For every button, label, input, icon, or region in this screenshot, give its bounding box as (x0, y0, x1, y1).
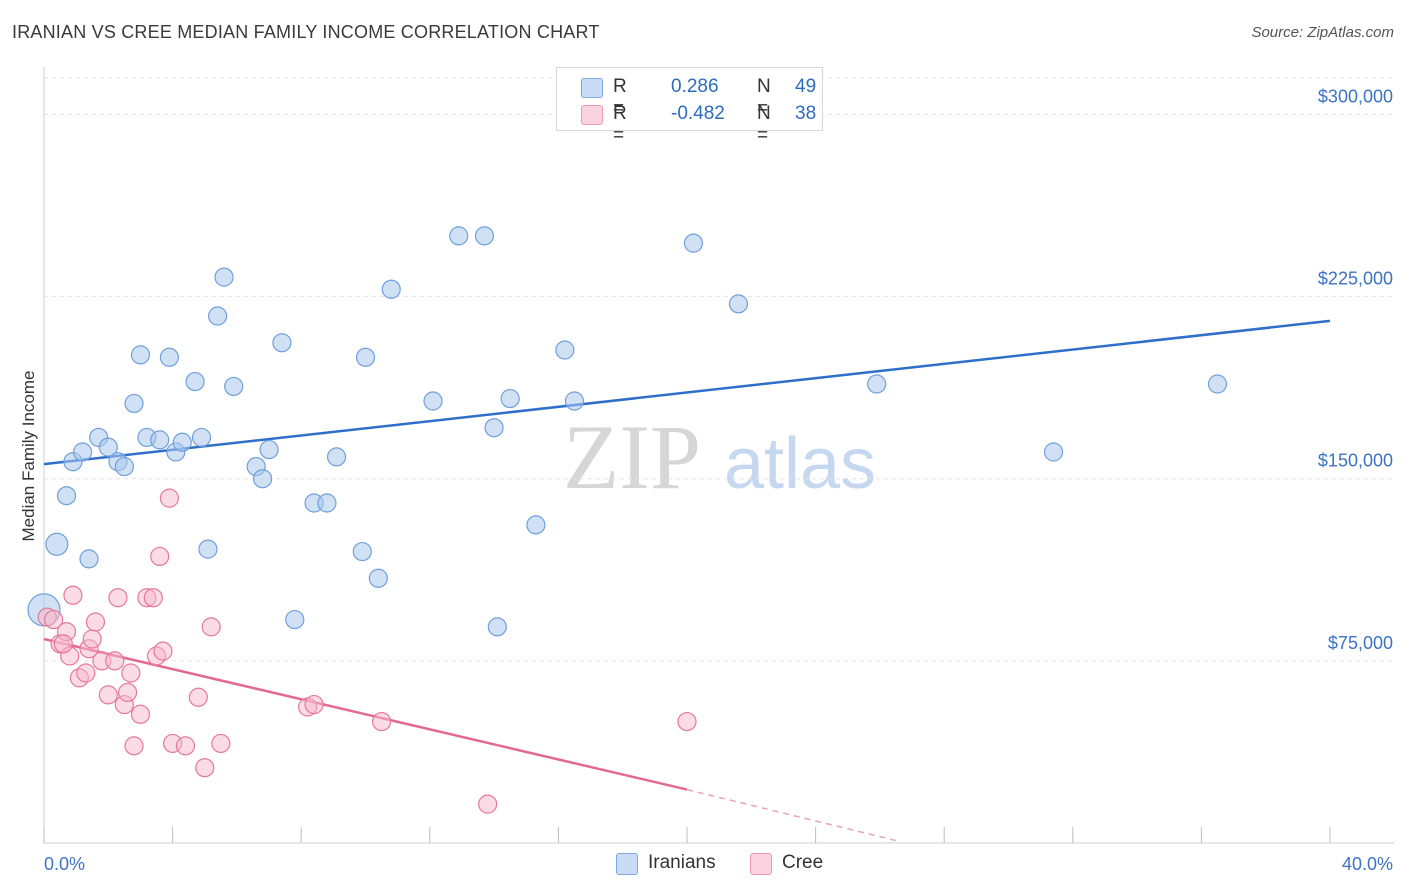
point-iranians (124, 393, 144, 414)
point-iranians (130, 345, 151, 365)
point-iranians (526, 515, 546, 535)
point-iranians (867, 374, 887, 394)
point-iranians (45, 532, 69, 556)
legend-n-label: N = (757, 76, 771, 119)
bottom-legend-label-iranians: Iranians (648, 852, 716, 873)
point-cree (153, 641, 173, 661)
point-iranians (683, 233, 704, 253)
point-iranians (326, 447, 347, 467)
point-cree (82, 629, 102, 649)
legend-swatch-iranians (581, 78, 603, 98)
legend-r-label: R = (613, 103, 627, 146)
point-iranians (208, 306, 228, 326)
x-tick-label: 40.0% (1342, 854, 1393, 874)
point-cree (478, 794, 498, 814)
point-iranians (259, 439, 279, 460)
point-cree (76, 663, 96, 683)
trend-line-extension-cree (686, 788, 897, 842)
source-label: Source: ZipAtlas.com (1251, 24, 1394, 41)
point-iranians (449, 226, 469, 246)
point-iranians (114, 456, 134, 477)
point-iranians (564, 391, 585, 411)
point-cree (150, 546, 170, 567)
point-cree (201, 617, 221, 637)
point-iranians (285, 609, 305, 630)
legend-r-value: 0.286 (671, 76, 719, 97)
y-tick-label: $150,000 (1318, 451, 1393, 471)
point-cree (124, 736, 144, 756)
point-iranians (56, 486, 77, 506)
point-iranians (355, 347, 376, 367)
point-cree (105, 651, 125, 671)
point-iranians (317, 493, 337, 513)
point-cree (85, 612, 106, 632)
point-cree (108, 588, 128, 608)
y-tick-label: $300,000 (1318, 86, 1393, 106)
trend-line-iranians (43, 319, 1331, 466)
point-cree (98, 685, 118, 705)
point-iranians (150, 430, 170, 450)
legend-n-value: 49 (795, 76, 817, 97)
chart-title: IRANIAN VS CREE MEDIAN FAMILY INCOME COR… (12, 22, 600, 42)
point-iranians (185, 371, 205, 392)
point-cree (211, 733, 231, 754)
point-cree (117, 682, 138, 703)
point-cree (143, 588, 163, 608)
y-tick-label: $75,000 (1328, 633, 1393, 653)
point-iranians (484, 418, 504, 438)
point-cree (195, 758, 215, 778)
point-iranians (487, 617, 507, 637)
point-iranians (172, 432, 192, 452)
watermark-zip: ZIP (563, 406, 701, 508)
legend-swatch-cree (581, 105, 603, 125)
point-iranians (555, 340, 575, 360)
point-iranians (191, 427, 212, 448)
point-cree (63, 585, 83, 605)
point-iranians (79, 549, 99, 569)
point-cree (130, 704, 151, 724)
point-cree (304, 694, 324, 715)
x-tick-label: 0.0% (44, 854, 85, 874)
point-iranians (272, 333, 292, 353)
point-iranians (381, 279, 401, 299)
bottom-legend-swatch-iranians (616, 853, 638, 875)
watermark-atlas: atlas (724, 424, 876, 504)
bottom-legend-swatch-cree (750, 853, 772, 875)
point-iranians (198, 539, 218, 559)
point-cree (53, 634, 73, 654)
point-iranians (1207, 374, 1228, 394)
point-iranians (159, 347, 179, 367)
point-iranians (72, 442, 93, 462)
point-iranians (98, 437, 118, 457)
legend-r-label: R = (613, 76, 627, 119)
point-iranians (224, 376, 244, 397)
bottom-legend-label-cree: Cree (782, 852, 824, 873)
point-cree (371, 711, 392, 732)
point-cree (121, 663, 141, 683)
point-cree (188, 687, 208, 707)
point-cree (159, 488, 179, 508)
point-iranians (368, 568, 388, 588)
legend-n-value: 38 (795, 103, 817, 124)
trend-line-cree (43, 637, 688, 791)
point-iranians (253, 469, 273, 489)
legend-r-value: -0.482 (671, 103, 725, 124)
point-cree (677, 711, 697, 732)
point-iranians (474, 226, 495, 246)
point-iranians (352, 541, 372, 562)
legend-n-label: N = (757, 103, 771, 146)
correlation-legend: R = 0.286 N = 49 R = -0.482 N = 38 (556, 67, 823, 146)
point-iranians (423, 391, 443, 411)
point-iranians (728, 294, 749, 314)
y-axis-label: Median Family Income (19, 370, 38, 541)
point-iranians (500, 388, 520, 409)
point-cree (44, 609, 64, 630)
point-cree (175, 736, 196, 756)
point-iranians (214, 267, 234, 287)
point-iranians (1043, 442, 1064, 462)
y-tick-label: $225,000 (1318, 269, 1393, 289)
